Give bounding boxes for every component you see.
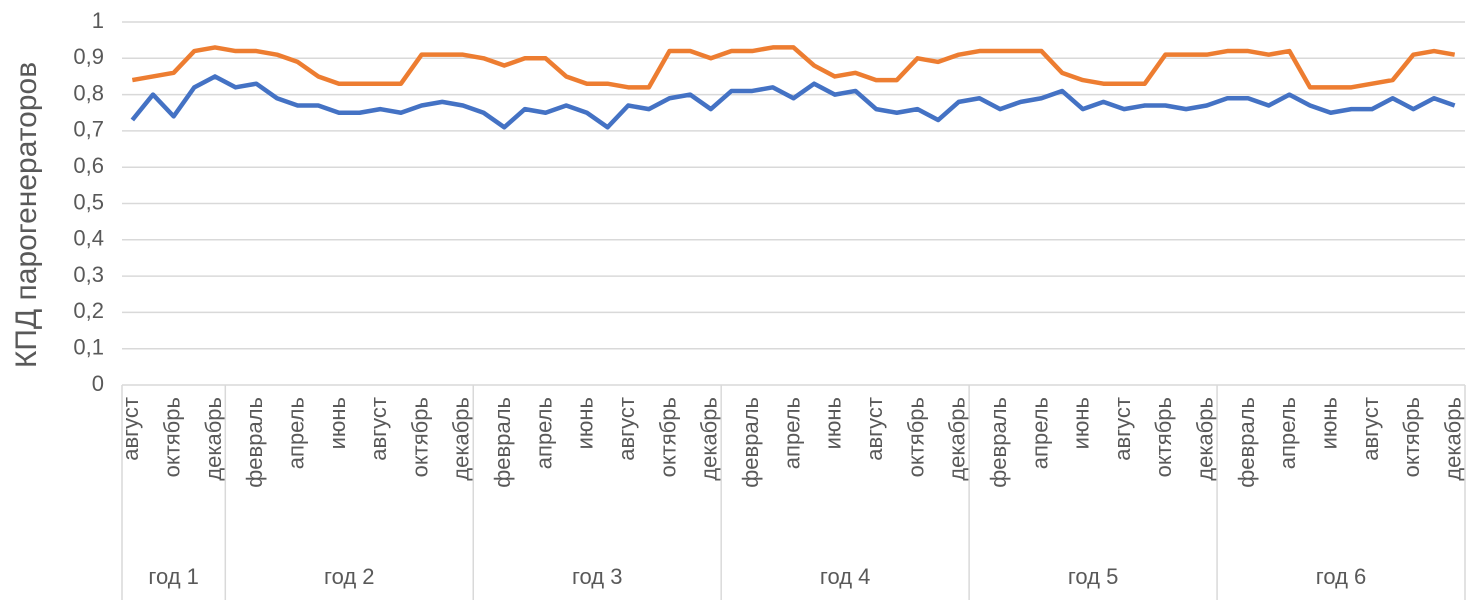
x-tick-label: июнь: [1069, 397, 1094, 449]
x-tick-label: июнь: [325, 397, 350, 449]
group-label: год 6: [1316, 564, 1366, 589]
series-line: [131, 45, 1456, 90]
x-tick-label: февраль: [242, 397, 267, 488]
x-tick-label: август: [1110, 397, 1135, 461]
x-tick-label: апрель: [1275, 397, 1300, 469]
series-line: [130, 74, 1456, 130]
y-tick-label: 0,8: [73, 80, 104, 105]
x-tick-label: декабрь: [1193, 397, 1218, 481]
x-tick-label: февраль: [738, 397, 763, 488]
x-tick-label: июнь: [573, 397, 598, 449]
x-tick-label: апрель: [283, 397, 308, 469]
y-tick-label: 0,1: [73, 335, 104, 360]
x-tick-label: август: [614, 397, 639, 461]
x-tick-label: октябрь: [1151, 397, 1176, 477]
y-tick-label: 0,9: [73, 44, 104, 69]
x-tick-label: август: [366, 397, 391, 461]
x-tick-label: февраль: [986, 397, 1011, 488]
group-label: год 3: [572, 564, 622, 589]
x-tick-label: июнь: [1317, 397, 1342, 449]
x-tick-label: декабрь: [449, 397, 474, 481]
x-tick-label: июнь: [821, 397, 846, 449]
y-tick-label: 1: [92, 8, 104, 33]
x-tick-label: октябрь: [159, 397, 184, 477]
x-tick-label: апрель: [1027, 397, 1052, 469]
x-tick-label: февраль: [490, 397, 515, 488]
x-tick-label: апрель: [779, 397, 804, 469]
x-tick-label: октябрь: [1399, 397, 1424, 477]
x-tick-label: август: [1358, 397, 1383, 461]
x-tick-label: октябрь: [903, 397, 928, 477]
y-axis-label: КПД парогенераторов: [10, 62, 43, 368]
y-tick-label: 0,3: [73, 262, 104, 287]
y-tick-label: 0,4: [73, 226, 104, 251]
y-tick-label: 0,6: [73, 153, 104, 178]
group-label: год 2: [324, 564, 374, 589]
x-tick-label: октябрь: [407, 397, 432, 477]
y-tick-label: 0: [92, 371, 104, 396]
x-tick-label: апрель: [531, 397, 556, 469]
x-tick-label: декабрь: [945, 397, 970, 481]
group-label: год 5: [1068, 564, 1118, 589]
group-label: год 4: [820, 564, 870, 589]
group-label: год 1: [148, 564, 198, 589]
y-tick-label: 0,2: [73, 298, 104, 323]
x-tick-label: февраль: [1234, 397, 1259, 488]
x-tick-label: декабрь: [1440, 397, 1465, 481]
x-tick-label: декабрь: [697, 397, 722, 481]
x-tick-label: октябрь: [655, 397, 680, 477]
x-tick-label: декабрь: [201, 397, 226, 481]
y-tick-label: 0,5: [73, 189, 104, 214]
x-tick-label: август: [862, 397, 887, 461]
y-tick-label: 0,7: [73, 117, 104, 142]
